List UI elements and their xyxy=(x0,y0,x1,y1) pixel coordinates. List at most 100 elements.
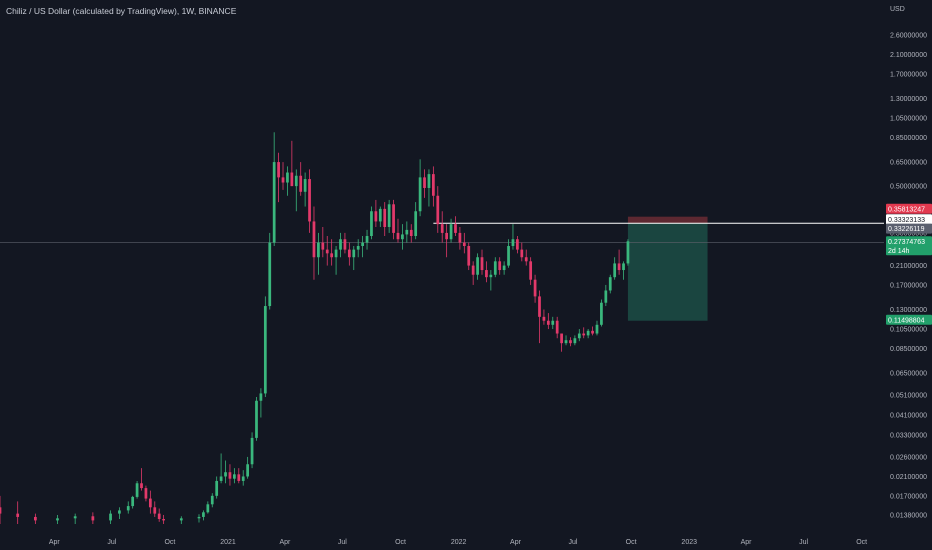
candle xyxy=(126,501,130,514)
candle xyxy=(16,501,20,524)
candle-body xyxy=(91,516,95,521)
x-tick-label: Apr xyxy=(741,539,753,546)
countdown-text: 2d 14h xyxy=(888,248,910,255)
y-tick-label: 0.01700000 xyxy=(890,493,927,500)
candle xyxy=(197,514,201,523)
candle-body xyxy=(361,242,364,247)
candle xyxy=(542,309,546,325)
candle-body xyxy=(471,265,475,275)
candle xyxy=(546,313,550,330)
candle xyxy=(321,226,325,258)
candle-body xyxy=(555,320,559,334)
price-labels: 0.35813247 0.33323133 0.33226119 0.27374763… xyxy=(886,203,932,325)
candle xyxy=(591,326,594,336)
candle-body xyxy=(162,519,165,521)
candle xyxy=(210,493,214,508)
candle-body xyxy=(352,249,356,258)
candle xyxy=(489,270,493,291)
y-tick-label: 0.13000000 xyxy=(890,307,927,314)
candle-body xyxy=(347,249,351,258)
candle-body xyxy=(202,512,205,517)
candle-body xyxy=(0,507,2,514)
candle xyxy=(308,169,311,233)
y-tick-label: 0.01380000 xyxy=(890,512,927,519)
candle xyxy=(617,249,621,275)
candle-body xyxy=(409,229,413,237)
candle xyxy=(538,290,541,344)
candle xyxy=(414,202,418,240)
price-label-white: 0.33323133 xyxy=(886,214,932,225)
candle-body xyxy=(560,333,563,344)
candle-body xyxy=(414,211,418,237)
candle xyxy=(520,242,524,262)
candle xyxy=(334,246,338,275)
time-axis[interactable]: Apr Jul Oct 2021 Apr Jul Oct 2022 Apr Jul Oct 2023 A… xyxy=(49,539,867,546)
candle-body xyxy=(312,221,316,258)
x-tick-label: Jul xyxy=(569,539,578,546)
x-tick-label: Jul xyxy=(107,539,116,546)
candle xyxy=(418,159,422,217)
candle xyxy=(551,316,555,330)
candle xyxy=(436,186,440,233)
price-unit: USD xyxy=(890,6,905,13)
candle xyxy=(215,476,219,499)
candle xyxy=(277,152,280,203)
stop-loss-zone[interactable] xyxy=(627,216,708,224)
candle xyxy=(405,221,409,243)
candle-body xyxy=(449,224,453,240)
candle-body xyxy=(246,464,250,477)
candle-body xyxy=(480,257,484,271)
candle-body xyxy=(617,263,621,271)
candle-body xyxy=(317,242,320,258)
candle xyxy=(387,199,391,233)
price-label-bg xyxy=(886,314,932,325)
candle xyxy=(135,480,139,499)
candle xyxy=(263,296,267,398)
candle xyxy=(560,333,563,352)
price-label-bg xyxy=(886,223,932,234)
candle-body xyxy=(140,483,143,489)
candle-body xyxy=(511,239,515,247)
take-profit-zone[interactable] xyxy=(627,223,708,321)
candle-body xyxy=(224,472,227,477)
candle xyxy=(529,257,533,285)
candle-body xyxy=(608,277,612,291)
candle-body xyxy=(582,333,586,336)
candle-body xyxy=(250,437,254,465)
y-tick-label: 0.06500000 xyxy=(890,370,927,377)
candle xyxy=(533,274,537,303)
candle-body xyxy=(308,179,311,222)
candle xyxy=(148,490,152,514)
candle xyxy=(286,166,289,196)
candle-body xyxy=(423,177,426,188)
candle xyxy=(449,218,453,243)
candle xyxy=(582,327,586,339)
y-tick-label: 0.21000000 xyxy=(890,263,927,270)
candle xyxy=(241,470,245,486)
x-tick-label: Oct xyxy=(626,539,637,546)
candle xyxy=(303,172,307,207)
candle-body xyxy=(126,506,130,511)
price-label-target: 0.11498804 xyxy=(886,314,932,325)
candle xyxy=(383,202,387,237)
candle xyxy=(467,242,471,271)
candle xyxy=(498,257,502,275)
x-tick-label: Apr xyxy=(49,539,61,546)
candle xyxy=(396,218,400,243)
candle xyxy=(352,246,356,271)
price-label-text: 0.33323133 xyxy=(888,217,925,224)
x-tick-label: Apr xyxy=(510,539,522,546)
y-tick-label: 0.30000000 xyxy=(890,230,927,237)
candle-body xyxy=(418,177,422,212)
candle xyxy=(392,199,395,240)
candle-body xyxy=(564,340,568,344)
position-tool[interactable] xyxy=(627,216,708,321)
candle xyxy=(330,239,334,266)
price-label-bg xyxy=(886,214,932,225)
candle xyxy=(294,169,298,212)
y-tick-label: 0.85000000 xyxy=(890,135,927,142)
candle-body xyxy=(520,249,524,258)
candle xyxy=(179,516,183,524)
candle-body xyxy=(277,162,280,178)
